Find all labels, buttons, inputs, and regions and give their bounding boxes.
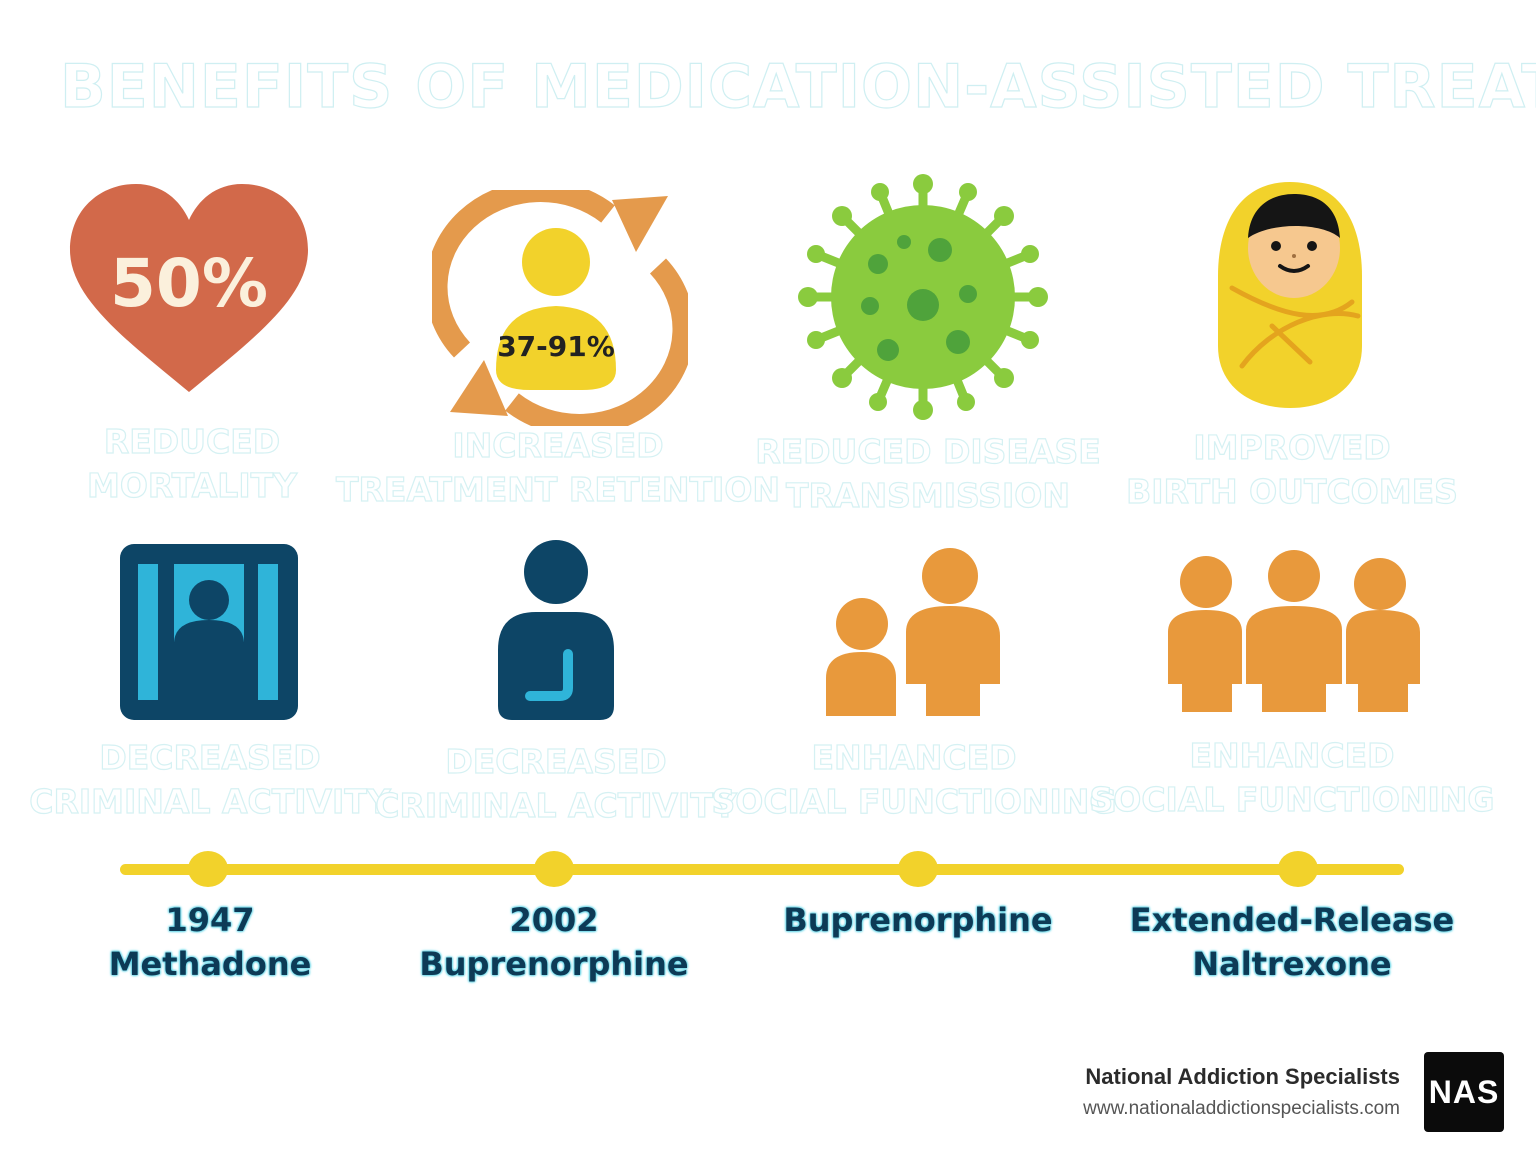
family-icon (826, 548, 1000, 716)
timeline-line (120, 864, 1404, 875)
timeline-label-buprenorphine: Buprenorphine (783, 901, 1053, 939)
benefit-label-criminal-2: DECREASED CRIMINAL ACTIVITY (375, 741, 738, 825)
brand-logo: NAS (1424, 1052, 1504, 1132)
heart-icon: 50% (70, 184, 308, 392)
group-icon (1168, 550, 1420, 712)
jail-icon (120, 544, 298, 720)
timeline-label-naltrexone: Extended-Release Naltrexone (1129, 901, 1455, 983)
retention-stat: 37-91% (497, 330, 615, 363)
benefit-label-social-1: ENHANCED SOCIAL FUNCTIONING (711, 737, 1117, 821)
benefit-label-criminal-1: DECREASED CRIMINAL ACTIVITY (29, 737, 392, 821)
benefit-label-mortality: REDUCED MORTALITY (86, 421, 298, 505)
brand-name: National Addiction Specialists (1085, 1064, 1400, 1089)
retention-cycle-icon: 37-91% (432, 190, 688, 426)
page-title: BENEFITS OF MEDICATION-ASSISTED TREATMEN… (60, 52, 1536, 122)
benefit-label-disease: REDUCED DISEASE TRANSMISSION (755, 431, 1102, 515)
mortality-stat: 50% (110, 245, 268, 322)
timeline-dot (534, 851, 574, 887)
timeline-label-methadone: 1947 Methadone (108, 901, 312, 983)
baby-icon (1218, 182, 1362, 408)
timeline-label-buprenorphine-2002: 2002 Buprenorphine (419, 901, 689, 983)
brand-url[interactable]: www.nationaladdictionspecialists.com (1083, 1098, 1400, 1119)
timeline-dot (188, 851, 228, 887)
timeline-dot (1278, 851, 1318, 887)
benefit-label-retention: INCREASED TREATMENT RETENTION (335, 425, 781, 509)
benefit-label-birth: IMPROVED BIRTH OUTCOMES (1126, 427, 1459, 511)
brand-block: National Addiction Specialists www.natio… (1083, 1064, 1400, 1120)
virus-icon (798, 174, 1048, 420)
benefit-label-social-2: ENHANCED SOCIAL FUNCTIONING (1089, 735, 1495, 819)
timeline-dot (898, 851, 938, 887)
person-icon (498, 540, 614, 720)
